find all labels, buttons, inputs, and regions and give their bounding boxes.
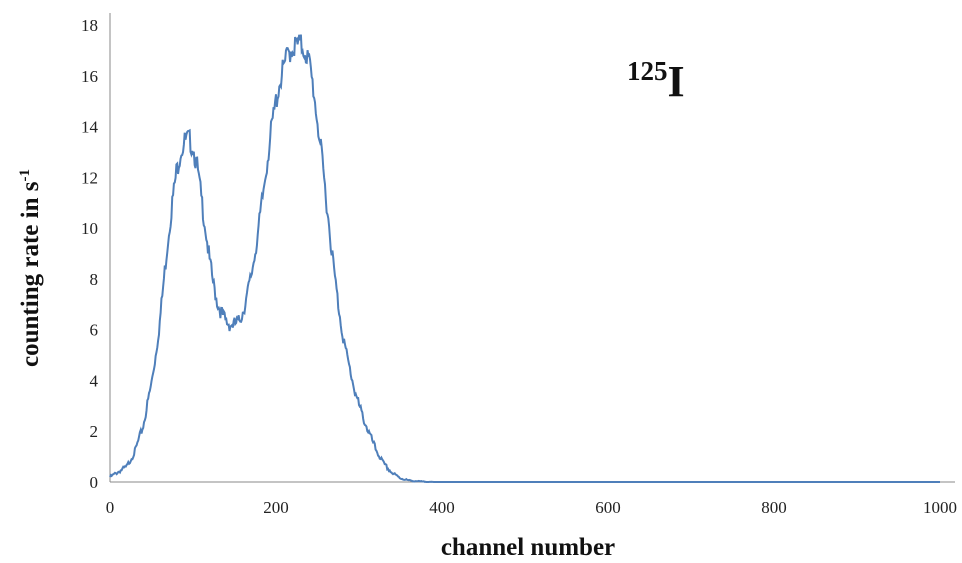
x-axis-title: channel number xyxy=(441,534,615,561)
x-tick-label: 1000 xyxy=(923,498,957,517)
x-tick-label: 200 xyxy=(263,498,289,517)
x-tick-label: 600 xyxy=(595,498,621,517)
y-tick-label: 8 xyxy=(90,270,99,289)
y-tick-label: 18 xyxy=(81,16,98,35)
y-tick-label: 2 xyxy=(90,422,99,441)
y-axis-title-sup: -1 xyxy=(17,169,33,182)
x-tick-label: 0 xyxy=(106,498,115,517)
y-tick-label: 0 xyxy=(90,473,99,492)
isotope-label: 125I xyxy=(627,56,685,106)
isotope-symbol: I xyxy=(668,57,685,106)
y-tick-label: 14 xyxy=(81,118,99,137)
y-axis-title-main: counting rate in s xyxy=(17,181,44,367)
y-tick-label: 10 xyxy=(81,219,98,238)
y-tick-labels: 0 2 4 6 8 10 12 14 16 18 xyxy=(81,16,99,492)
y-tick-label: 6 xyxy=(90,321,99,340)
x-tick-labels: 0 200 400 600 800 1000 xyxy=(106,498,957,517)
x-tick-label: 800 xyxy=(761,498,787,517)
y-axis-title: counting rate in s-1 xyxy=(17,169,44,367)
x-tick-label: 400 xyxy=(429,498,455,517)
y-tick-label: 12 xyxy=(81,168,98,187)
y-tick-label: 16 xyxy=(81,67,98,86)
counting-rate-line xyxy=(109,34,940,483)
isotope-mass-number: 125 xyxy=(627,56,668,86)
y-tick-label: 4 xyxy=(90,371,99,390)
